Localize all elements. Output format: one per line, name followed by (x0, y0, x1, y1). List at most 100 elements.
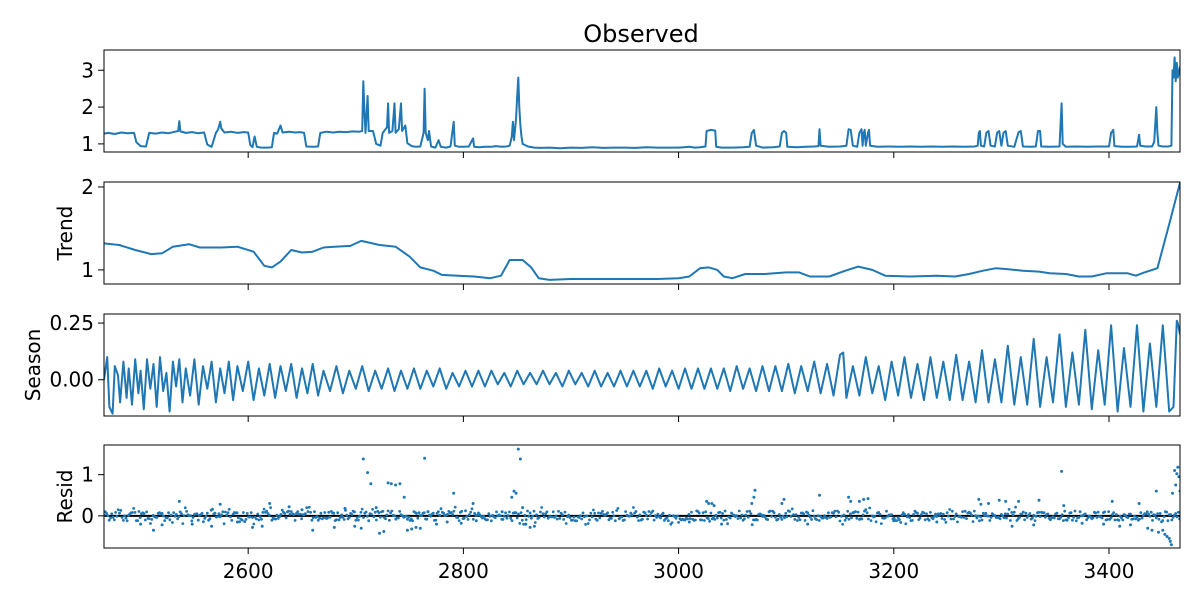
resid-point (531, 514, 535, 518)
resid-point (168, 518, 172, 522)
resid-point (169, 513, 173, 517)
resid-point (1065, 518, 1069, 522)
resid-point (275, 513, 279, 517)
resid-point (572, 515, 576, 519)
resid-point (466, 518, 470, 521)
resid-point (456, 516, 460, 519)
resid-point (935, 515, 939, 518)
resid-point (1158, 512, 1162, 515)
resid-point (358, 514, 362, 518)
resid-point (1109, 516, 1113, 520)
resid-point (646, 517, 649, 521)
resid-point (519, 511, 523, 514)
resid-point (710, 502, 714, 505)
resid-point (165, 516, 169, 520)
resid-point (124, 516, 128, 520)
resid-point (947, 514, 950, 518)
resid-point (353, 510, 356, 514)
resid-point (208, 517, 212, 521)
resid-point (417, 511, 421, 514)
resid-point (815, 518, 819, 521)
resid-point (961, 510, 964, 513)
resid-point (107, 518, 111, 522)
resid-point (581, 511, 585, 515)
resid-point (252, 522, 256, 526)
resid-point (896, 516, 900, 520)
resid-point (470, 507, 474, 511)
resid-point (1174, 483, 1178, 487)
resid-point (340, 513, 343, 517)
resid-point (521, 506, 525, 510)
resid-point (879, 522, 883, 525)
resid-point (309, 511, 312, 514)
resid-point (1171, 491, 1174, 495)
resid-point (697, 511, 701, 515)
resid-point (160, 511, 164, 515)
resid-point (687, 520, 691, 524)
resid-point (138, 516, 142, 519)
resid-point (1169, 513, 1172, 516)
resid-point (1083, 512, 1087, 516)
resid-point (520, 518, 524, 522)
resid-point (811, 509, 815, 513)
resid-point (1014, 505, 1017, 509)
resid-point (1007, 508, 1011, 511)
resid-point (1133, 514, 1136, 518)
resid-point (593, 511, 597, 515)
resid-point (139, 522, 143, 526)
resid-point (105, 512, 108, 515)
resid-point (779, 515, 782, 519)
resid-point (665, 516, 669, 520)
resid-point (956, 520, 959, 524)
panel-observed: 1 2 3 (81, 49, 1181, 158)
season-ytick-label: 0.00 (49, 368, 94, 392)
resid-point (533, 521, 537, 524)
resid-point (945, 511, 949, 515)
resid-point (171, 521, 174, 524)
resid-point (452, 509, 456, 513)
resid-point (196, 518, 200, 522)
resid-point (766, 518, 770, 521)
resid-point (345, 513, 349, 517)
resid-point (793, 518, 797, 521)
resid-point (366, 471, 370, 475)
resid-point (313, 510, 316, 513)
resid-point (1129, 523, 1132, 527)
resid-point (315, 515, 319, 519)
resid-point (435, 522, 438, 526)
resid-point (213, 511, 217, 515)
resid-point (1113, 518, 1117, 522)
resid-point (1060, 469, 1064, 473)
resid-point (326, 516, 329, 520)
resid-point (445, 520, 449, 524)
resid-point (1148, 514, 1152, 518)
resid-point (846, 509, 850, 513)
resid-point (372, 515, 376, 519)
resid-point (589, 511, 593, 515)
resid-point (843, 518, 847, 522)
resid-point (923, 518, 927, 522)
resid-point (462, 516, 466, 520)
resid-point (746, 515, 750, 519)
resid-point (652, 518, 656, 522)
resid-point (362, 516, 365, 519)
resid-point (634, 510, 638, 513)
resid-point (845, 516, 848, 520)
resid-point (1042, 511, 1046, 515)
resid-point (1165, 535, 1169, 538)
resid-point (783, 516, 786, 520)
resid-point (172, 511, 176, 514)
resid-point (1027, 514, 1030, 517)
resid-ytick-label: 1 (81, 463, 94, 487)
resid-point (205, 511, 209, 515)
resid-point (912, 513, 915, 516)
resid-point (501, 518, 505, 521)
resid-point (739, 516, 742, 520)
resid-point (322, 516, 325, 520)
resid-point (810, 518, 813, 521)
resid-point (143, 518, 147, 522)
resid-point (114, 511, 117, 514)
season-series-line (104, 319, 1180, 415)
resid-point (274, 517, 278, 521)
resid-point (1176, 465, 1180, 469)
